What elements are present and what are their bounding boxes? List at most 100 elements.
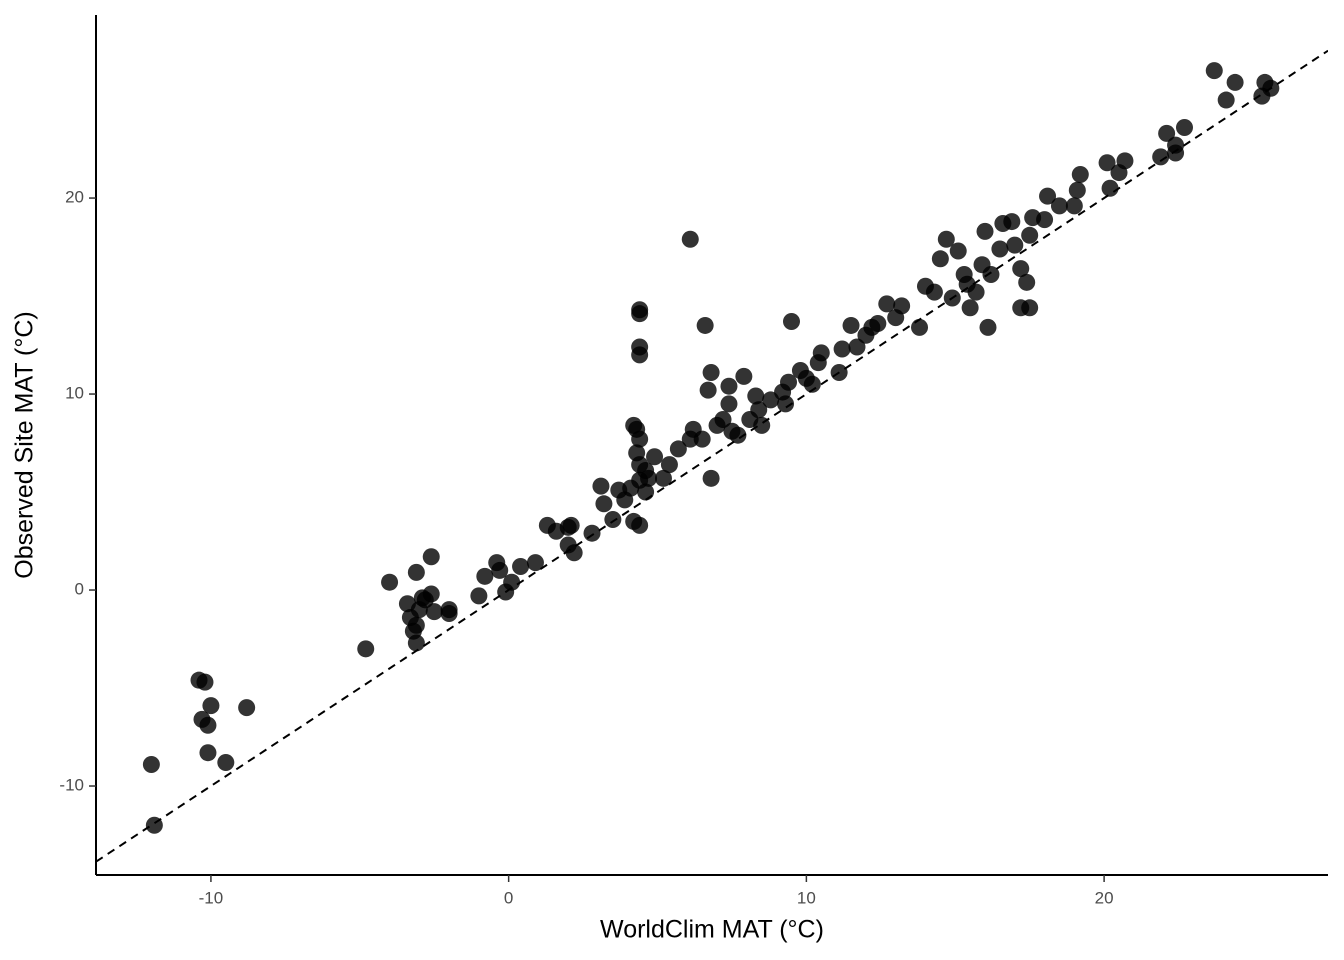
point xyxy=(357,640,375,658)
point xyxy=(803,375,821,393)
point xyxy=(631,305,649,323)
point xyxy=(631,346,649,364)
plot-area xyxy=(96,49,1328,863)
point xyxy=(931,250,949,268)
point xyxy=(217,754,235,772)
y-tick-label: 10 xyxy=(65,384,84,403)
point xyxy=(1068,181,1086,199)
point xyxy=(1006,236,1024,254)
point xyxy=(199,716,217,734)
reference-line xyxy=(96,49,1328,863)
point xyxy=(1071,166,1089,184)
point xyxy=(1226,73,1244,91)
point xyxy=(777,395,795,413)
point xyxy=(470,587,488,605)
point xyxy=(842,316,860,334)
point xyxy=(720,377,738,395)
point xyxy=(583,524,601,542)
point xyxy=(592,477,610,495)
point xyxy=(1205,62,1223,80)
y-axis-title: Observed Site MAT (°C) xyxy=(11,311,39,578)
point xyxy=(1101,179,1119,197)
point xyxy=(949,242,967,260)
point xyxy=(631,430,649,448)
point xyxy=(925,283,943,301)
x-tick-label: -10 xyxy=(199,888,224,907)
point xyxy=(693,430,711,448)
point xyxy=(526,554,544,572)
point xyxy=(669,440,687,458)
point xyxy=(562,516,580,534)
point xyxy=(878,295,896,313)
x-axis-title: WorldClim MAT (°C) xyxy=(600,916,824,944)
point xyxy=(660,456,678,474)
point xyxy=(654,469,672,487)
point xyxy=(476,567,494,585)
point xyxy=(1012,260,1030,278)
point xyxy=(780,373,798,391)
point xyxy=(413,589,431,607)
point xyxy=(696,316,714,334)
point xyxy=(646,448,664,466)
point xyxy=(1021,299,1039,317)
point xyxy=(196,673,214,691)
point xyxy=(991,240,1009,258)
x-tick-label: 20 xyxy=(1095,888,1114,907)
y-tick-label: 20 xyxy=(65,188,84,207)
point xyxy=(681,230,699,248)
point xyxy=(753,416,771,434)
x-tick-label: 0 xyxy=(504,888,513,907)
point xyxy=(407,616,425,634)
point xyxy=(699,381,717,399)
point xyxy=(565,544,583,562)
point xyxy=(440,605,458,623)
point xyxy=(833,340,851,358)
point xyxy=(142,755,160,773)
point xyxy=(1039,187,1057,205)
point xyxy=(1152,148,1170,166)
point xyxy=(720,395,738,413)
point xyxy=(512,558,530,576)
y-tick-label: -10 xyxy=(59,776,84,795)
point xyxy=(1098,154,1116,172)
point xyxy=(503,573,521,591)
point xyxy=(911,318,929,336)
point xyxy=(407,563,425,581)
point xyxy=(381,573,399,591)
point xyxy=(425,603,443,621)
point xyxy=(714,411,732,429)
point xyxy=(145,816,163,834)
point xyxy=(1116,152,1134,170)
point xyxy=(702,469,720,487)
point xyxy=(961,299,979,317)
point xyxy=(937,230,955,248)
y-tick-label: 0 xyxy=(75,580,84,599)
point xyxy=(491,561,509,579)
point xyxy=(1050,197,1068,215)
point xyxy=(1167,136,1185,154)
point xyxy=(782,313,800,331)
point xyxy=(848,338,866,356)
point xyxy=(422,548,440,566)
point xyxy=(1158,124,1176,142)
point xyxy=(750,401,768,419)
point xyxy=(407,634,425,652)
point xyxy=(1175,118,1193,136)
point xyxy=(199,744,217,762)
point xyxy=(604,510,622,528)
point xyxy=(1018,273,1036,291)
point xyxy=(979,318,997,336)
point xyxy=(812,344,830,362)
point xyxy=(1021,226,1039,244)
point xyxy=(640,469,658,487)
point xyxy=(1262,79,1280,97)
point xyxy=(637,483,655,501)
point xyxy=(982,265,1000,283)
point xyxy=(202,697,220,715)
x-tick-label: 10 xyxy=(797,888,816,907)
point xyxy=(1003,213,1021,231)
point xyxy=(869,314,887,332)
point xyxy=(631,516,649,534)
